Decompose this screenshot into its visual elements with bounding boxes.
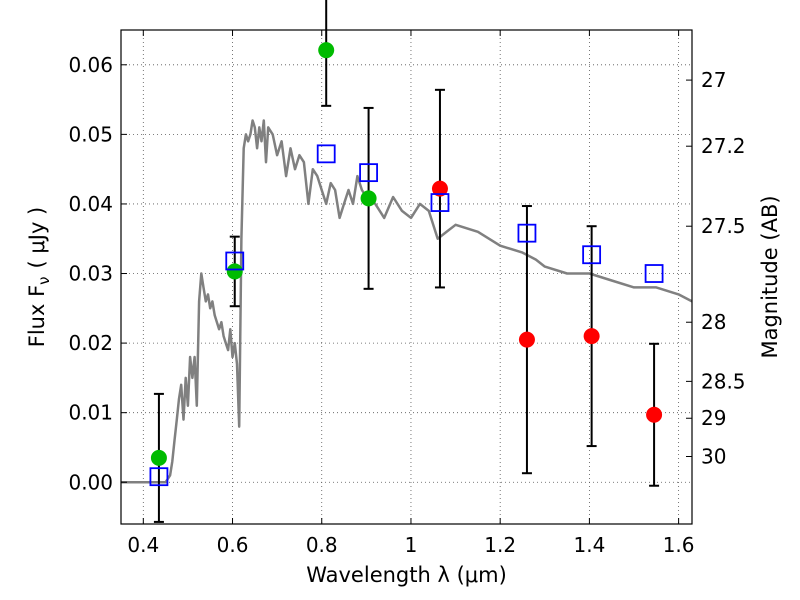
y-axis-label: Flux Fν ( μJy ) bbox=[25, 207, 53, 348]
y2-tick-label: 27.2 bbox=[701, 134, 746, 158]
y-axis-label-main: Flux F bbox=[25, 285, 49, 347]
x-axis-label: Wavelength λ (μm) bbox=[306, 563, 507, 587]
y-tick-label: 0.02 bbox=[68, 331, 113, 355]
green-data-point bbox=[318, 42, 335, 59]
y2-axis-label: Magnitude (AB) bbox=[758, 195, 782, 358]
green-data-point bbox=[360, 190, 377, 207]
y2-tick-label: 28.5 bbox=[701, 369, 746, 393]
y-axis-label-subscript: ν bbox=[35, 276, 53, 284]
x-tick-label: 0.4 bbox=[127, 533, 159, 557]
y-tick-label: 0.04 bbox=[68, 192, 113, 216]
marker-layer bbox=[149, 42, 664, 487]
y-tick-label: 0.01 bbox=[68, 401, 113, 425]
model-spectrum-line bbox=[121, 119, 693, 484]
y-tick-label: 0.03 bbox=[68, 262, 113, 286]
red-data-point bbox=[431, 180, 448, 197]
x-tick-label: 1.4 bbox=[573, 533, 605, 557]
blue-model-square bbox=[582, 245, 602, 265]
green-data-point bbox=[150, 449, 167, 466]
blue-model-square bbox=[316, 144, 336, 164]
y2-tick-label: 27 bbox=[701, 68, 726, 92]
y2-tick-label: 29 bbox=[701, 406, 726, 430]
red-data-point bbox=[518, 331, 535, 348]
y-axis-label-unit: ( μJy ) bbox=[25, 207, 49, 269]
x-tick-label: 1 bbox=[405, 533, 418, 557]
y2-tick-label: 27.5 bbox=[701, 214, 746, 238]
blue-model-square bbox=[644, 264, 664, 283]
x-tick-label: 0.6 bbox=[217, 533, 249, 557]
y2-tick-label: 30 bbox=[701, 445, 726, 469]
ticks-layer: 0.4 0.6 0.8 1 1.2 1.4 1.6 0.00 0.01 0.02 0.03 0.04 0… bbox=[68, 30, 746, 557]
red-data-point bbox=[583, 328, 600, 345]
blue-model-square bbox=[359, 163, 378, 183]
x-tick-label: 1.2 bbox=[484, 533, 516, 557]
y-tick-label: 0.06 bbox=[68, 53, 113, 77]
blue-model-square bbox=[430, 193, 450, 212]
red-data-point bbox=[646, 406, 663, 423]
y-tick-label: 0.00 bbox=[68, 470, 113, 494]
y-tick-label: 0.05 bbox=[68, 122, 113, 146]
x-tick-label: 1.6 bbox=[663, 533, 695, 557]
blue-model-square bbox=[149, 467, 169, 487]
blue-model-square bbox=[225, 251, 245, 271]
plot-frame bbox=[120, 29, 693, 525]
blue-model-square bbox=[517, 223, 537, 243]
x-tick-label: 0.8 bbox=[306, 533, 338, 557]
grid-layer bbox=[121, 30, 692, 524]
model-spectrum-layer bbox=[121, 119, 693, 484]
green-data-point bbox=[226, 263, 243, 280]
y2-tick-label: 28 bbox=[701, 310, 726, 334]
